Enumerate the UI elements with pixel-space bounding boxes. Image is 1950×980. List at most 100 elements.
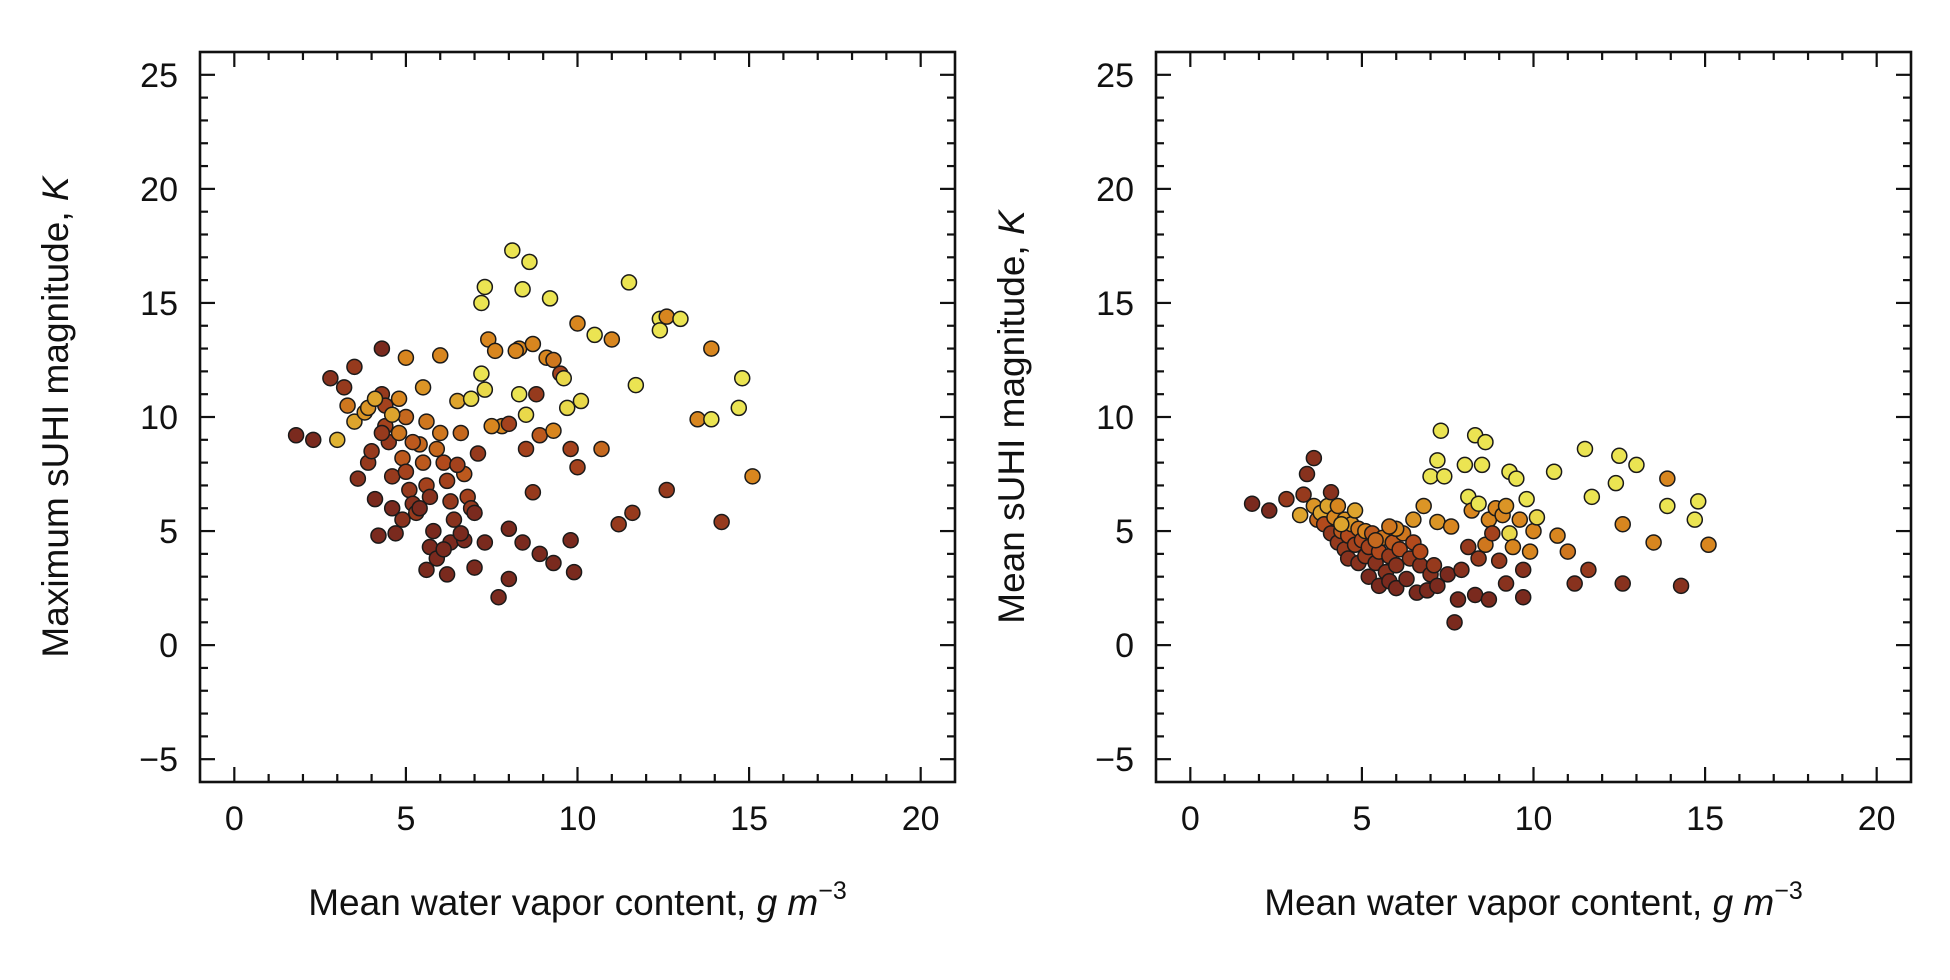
data-points — [287, 242, 761, 606]
data-point — [476, 381, 494, 398]
data-point — [394, 511, 411, 528]
data-point — [346, 358, 363, 376]
data-point — [1439, 566, 1456, 583]
data-point — [1583, 488, 1601, 506]
data-point — [1614, 575, 1631, 592]
x-axis-label-exponent: −3 — [1774, 877, 1803, 905]
y-axis-label: Mean sUHI magnitude, K — [991, 208, 1032, 624]
data-point — [421, 488, 439, 506]
data-point — [1566, 575, 1583, 592]
x-tick-label: 20 — [902, 800, 940, 838]
data-point — [476, 278, 494, 296]
data-point — [569, 458, 586, 476]
data-point — [1442, 518, 1460, 535]
data-point — [1449, 591, 1467, 608]
data-point — [329, 431, 346, 449]
data-point — [363, 442, 380, 460]
data-point — [514, 534, 531, 551]
data-point — [562, 440, 579, 458]
data-point — [466, 559, 483, 576]
data-point — [1429, 513, 1446, 531]
data-point — [1429, 452, 1446, 469]
data-point — [1659, 470, 1676, 487]
data-point — [1415, 497, 1432, 515]
data-point — [397, 408, 415, 426]
data-point — [1514, 588, 1532, 606]
data-point — [449, 392, 466, 410]
data-point — [541, 290, 559, 307]
data-point — [466, 504, 483, 522]
data-point — [504, 242, 521, 259]
y-tick-label: 20 — [140, 171, 178, 209]
data-point — [1480, 591, 1498, 608]
data-point — [486, 342, 504, 360]
data-point — [1446, 614, 1463, 631]
data-point — [1305, 449, 1323, 467]
data-point — [383, 500, 401, 517]
x-axis-label-exponent: −3 — [818, 877, 847, 905]
data-point — [1436, 468, 1453, 485]
data-point — [452, 424, 470, 442]
data-point — [435, 454, 452, 471]
data-point — [1521, 543, 1539, 560]
data-point — [397, 463, 415, 480]
data-point — [545, 554, 562, 572]
data-point — [418, 561, 435, 579]
x-tick-label: 15 — [1686, 800, 1724, 838]
data-point — [383, 468, 401, 485]
x-tick-label: 5 — [396, 800, 415, 838]
data-point — [335, 379, 353, 396]
data-point — [1387, 579, 1405, 597]
data-point — [565, 563, 583, 581]
data-point — [383, 406, 401, 423]
data-point — [500, 520, 518, 538]
x-tick-label: 10 — [1515, 800, 1553, 838]
data-point — [373, 340, 391, 357]
data-point — [1470, 550, 1487, 567]
y-tick-label: 25 — [140, 57, 178, 95]
data-point — [713, 513, 730, 531]
y-tick-label: −5 — [1095, 741, 1134, 779]
x-axis-label: Mean water vapor content, g m−3 — [1264, 877, 1803, 923]
data-point — [1504, 538, 1522, 556]
x-axis-label-unit: g m — [757, 882, 819, 923]
data-point — [449, 456, 466, 474]
data-point — [1387, 557, 1405, 574]
data-point — [1659, 497, 1676, 515]
x-tick-label: 0 — [1181, 800, 1200, 838]
data-point — [593, 440, 610, 458]
data-point — [1422, 468, 1439, 485]
data-point — [1614, 515, 1631, 533]
data-point — [425, 522, 442, 540]
data-point — [390, 390, 408, 407]
data-point — [744, 468, 761, 485]
data-point — [545, 351, 562, 369]
data-point — [397, 349, 415, 366]
data-point — [1508, 470, 1525, 487]
data-point — [1700, 536, 1717, 553]
data-point — [1672, 577, 1690, 595]
data-point — [339, 397, 356, 414]
data-point — [1398, 570, 1415, 588]
data-point — [1497, 497, 1515, 515]
data-point — [305, 431, 322, 449]
data-point — [469, 445, 487, 462]
data-point — [431, 424, 449, 442]
data-point — [452, 525, 470, 542]
data-point — [394, 449, 411, 467]
data-point — [610, 515, 627, 533]
x-tick-label: 0 — [225, 800, 244, 838]
data-point — [490, 588, 507, 606]
data-point — [1490, 552, 1508, 569]
data-point — [1545, 463, 1563, 480]
data-point — [401, 481, 418, 499]
data-point — [438, 472, 456, 490]
data-point — [287, 427, 305, 444]
data-point — [1322, 484, 1340, 501]
data-point — [562, 531, 579, 549]
data-point — [572, 392, 590, 410]
data-point — [1298, 465, 1316, 483]
data-point — [473, 365, 490, 382]
data-point — [558, 399, 576, 417]
data-point — [1261, 502, 1278, 519]
